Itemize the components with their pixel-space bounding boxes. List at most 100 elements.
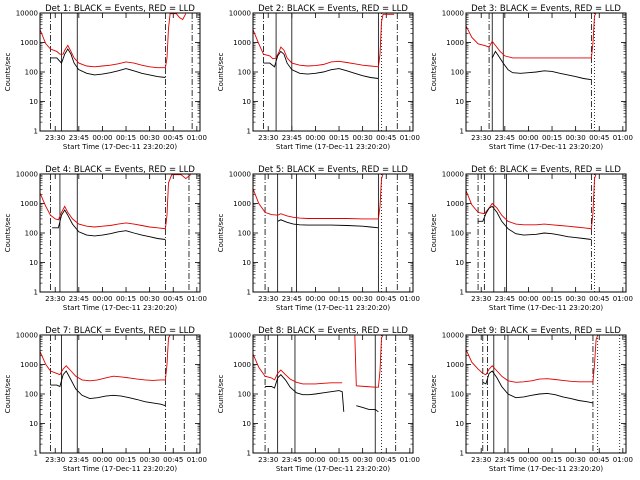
y-tick-label: 10 — [455, 420, 464, 428]
series-line-events — [265, 374, 379, 413]
y-axis-label: Counts/sec — [430, 214, 438, 253]
x-tick-label: 23:45 — [282, 134, 302, 142]
x-tick-label: 00:45 — [376, 456, 396, 464]
chart-panel-det-3: Det 3: BLACK = Events, RED = LLD Counts/s… — [430, 4, 633, 151]
y-axis-label: Counts/sec — [217, 375, 225, 414]
x-tick-label: 23:30 — [45, 456, 65, 464]
x-tick-label: 00:15 — [329, 295, 349, 303]
chart-title: Det 3: BLACK = Events, RED = LLD — [471, 4, 621, 14]
y-tick-label: 1000 — [20, 361, 38, 369]
x-tick-label: 23:30 — [45, 295, 65, 303]
y-tick-label: 100 — [238, 391, 251, 399]
x-tick-label: 00:30 — [566, 134, 586, 142]
x-tick-label: 23:45 — [69, 295, 89, 303]
x-tick-label: 00:30 — [566, 456, 586, 464]
y-tick-label: 1 — [34, 450, 38, 458]
y-tick-label: 10000 — [229, 10, 251, 18]
series-line-lld — [40, 13, 187, 69]
plot-frame — [39, 12, 201, 132]
x-tick-label: 23:45 — [282, 456, 302, 464]
y-tick-label: 1 — [34, 128, 38, 136]
x-tick-label: 23:30 — [258, 295, 278, 303]
plot-frame — [252, 173, 414, 293]
x-tick-label: 01:00 — [187, 456, 207, 464]
y-tick-label: 10000 — [16, 332, 38, 340]
x-tick-label: 00:45 — [589, 134, 609, 142]
plot-frame — [39, 334, 201, 454]
y-axis-label: Counts/sec — [217, 214, 225, 253]
x-tick-label: 01:00 — [613, 295, 633, 303]
x-tick-label: 23:30 — [471, 134, 491, 142]
series-line-lld — [466, 13, 608, 59]
x-tick-label: 23:45 — [69, 456, 89, 464]
plot-frame — [252, 334, 414, 454]
series-line-lld — [253, 174, 395, 220]
y-tick-label: 100 — [238, 230, 251, 238]
y-tick-label: 1000 — [446, 39, 464, 47]
x-tick-label: 23:45 — [282, 295, 302, 303]
x-tick-label: 00:45 — [589, 456, 609, 464]
plot-frame — [252, 12, 414, 132]
y-tick-label: 10000 — [442, 171, 464, 179]
series-line-events — [478, 205, 592, 240]
x-axis-label: Start Time (17-Dec-11 23:20:20) — [489, 465, 603, 473]
x-tick-label: 01:00 — [613, 134, 633, 142]
x-tick-label: 00:00 — [518, 456, 538, 464]
x-tick-label: 00:30 — [566, 295, 586, 303]
x-tick-label: 00:15 — [329, 456, 349, 464]
y-tick-label: 10 — [455, 259, 464, 267]
y-axis-label: Counts/sec — [217, 53, 225, 92]
chart-panel-det-8: Det 8: BLACK = Events, RED = LLD Counts/s… — [217, 326, 420, 473]
x-tick-label: 00:00 — [305, 456, 325, 464]
chart-panel-det-5: Det 5: BLACK = Events, RED = LLD Counts/s… — [217, 165, 420, 312]
x-axis-label: Start Time (17-Dec-11 23:20:20) — [276, 304, 390, 312]
y-tick-label: 1000 — [20, 200, 38, 208]
x-tick-label: 01:00 — [400, 134, 420, 142]
y-tick-label: 10000 — [16, 171, 38, 179]
x-tick-label: 00:45 — [589, 295, 609, 303]
y-tick-label: 10 — [29, 420, 38, 428]
x-tick-label: 01:00 — [187, 295, 207, 303]
y-tick-label: 100 — [25, 391, 38, 399]
y-axis-label: Counts/sec — [4, 214, 12, 253]
y-tick-label: 100 — [451, 391, 464, 399]
y-tick-label: 10000 — [229, 332, 251, 340]
y-tick-label: 10 — [29, 259, 38, 267]
x-tick-label: 00:30 — [353, 134, 373, 142]
y-tick-label: 100 — [451, 69, 464, 77]
series-line-lld — [466, 335, 608, 383]
x-tick-label: 00:45 — [163, 456, 183, 464]
x-tick-label: 00:15 — [116, 295, 136, 303]
series-line-lld — [253, 13, 395, 68]
series-line-events — [277, 219, 379, 229]
y-tick-label: 10000 — [16, 10, 38, 18]
x-tick-label: 00:00 — [305, 134, 325, 142]
x-tick-label: 01:00 — [400, 456, 420, 464]
x-axis-label: Start Time (17-Dec-11 23:20:20) — [489, 304, 603, 312]
x-tick-label: 00:30 — [353, 456, 373, 464]
series-line-events — [52, 209, 166, 240]
x-tick-label: 00:15 — [116, 456, 136, 464]
y-tick-label: 10 — [242, 420, 251, 428]
y-tick-label: 1000 — [20, 39, 38, 47]
plot-frame — [465, 12, 627, 132]
series-line-lld — [40, 335, 182, 382]
plot-frame — [39, 173, 201, 293]
y-tick-label: 10000 — [229, 171, 251, 179]
y-tick-label: 10 — [242, 259, 251, 267]
x-tick-label: 23:45 — [495, 134, 515, 142]
chart-panel-det-1: Det 1: BLACK = Events, RED = LLD Counts/s… — [4, 4, 207, 151]
y-tick-label: 1000 — [233, 200, 251, 208]
y-axis-label: Counts/sec — [4, 53, 12, 92]
y-tick-label: 1000 — [446, 200, 464, 208]
chart-title: Det 5: BLACK = Events, RED = LLD — [258, 165, 408, 175]
chart-panel-det-7: Det 7: BLACK = Events, RED = LLD Counts/s… — [4, 326, 207, 473]
series-line-lld — [466, 174, 608, 230]
y-tick-label: 1000 — [446, 361, 464, 369]
x-tick-label: 00:15 — [542, 134, 562, 142]
x-tick-label: 00:15 — [542, 456, 562, 464]
y-tick-label: 1 — [34, 289, 38, 297]
x-tick-label: 01:00 — [400, 295, 420, 303]
series-line-events — [263, 50, 379, 79]
